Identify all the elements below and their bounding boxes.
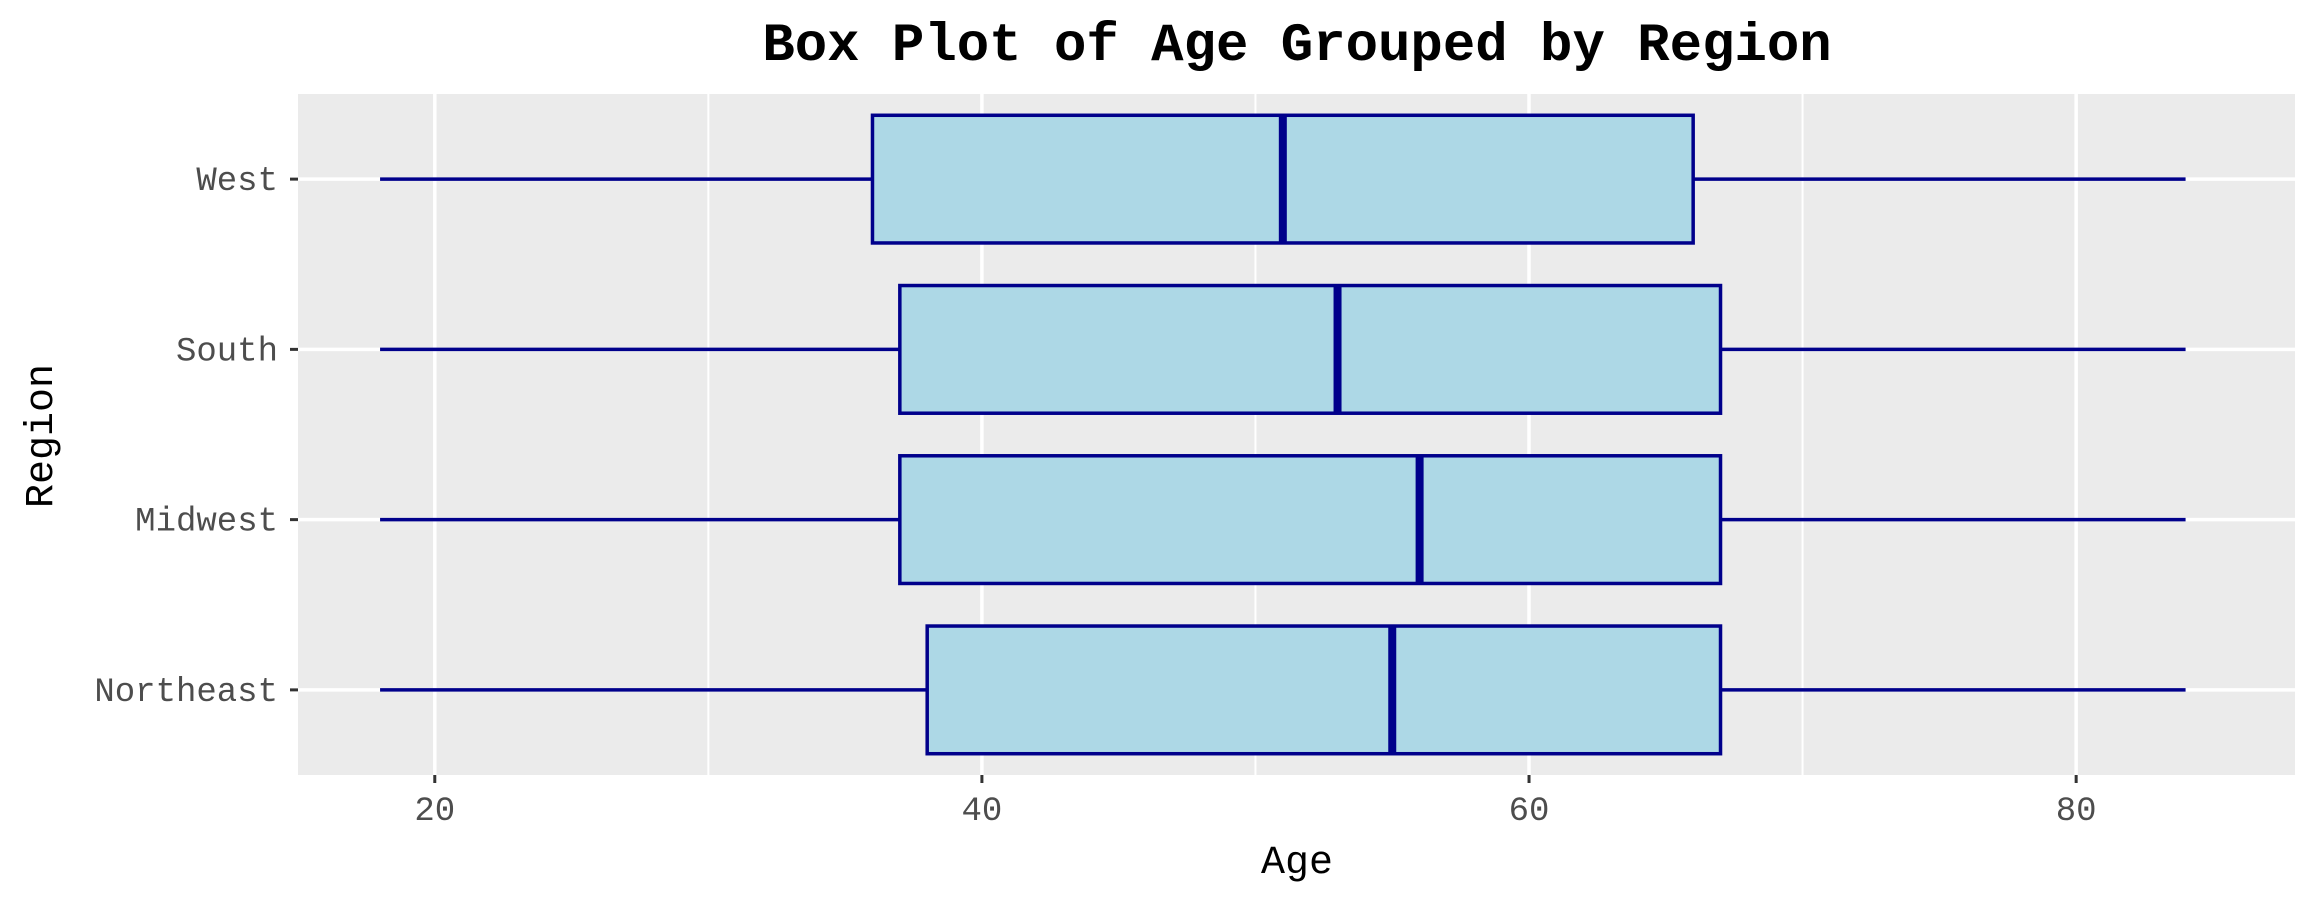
box-northeast xyxy=(380,624,2186,756)
axes: 20 40 60 80 Northeast Midwest South West xyxy=(94,163,2096,831)
box-south xyxy=(380,283,2186,415)
box-iqr xyxy=(898,283,1723,415)
chart-title: Box Plot of Age Grouped by Region xyxy=(762,16,1831,77)
box-iqr xyxy=(925,624,1723,756)
y-tick-label: Northeast xyxy=(94,674,278,712)
x-tick-label: 20 xyxy=(414,793,455,831)
y-axis-title: Region xyxy=(20,364,65,508)
box-iqr xyxy=(898,454,1723,586)
x-tick-label: 60 xyxy=(1509,793,1550,831)
y-tick-label: Midwest xyxy=(135,504,278,542)
box-midwest xyxy=(380,454,2186,586)
x-axis-title: Age xyxy=(1261,841,1333,886)
box-west xyxy=(380,113,2186,245)
boxes xyxy=(380,113,2186,756)
x-tick-label: 40 xyxy=(961,793,1002,831)
y-tick-label: West xyxy=(196,163,278,201)
y-tick-label: South xyxy=(176,333,278,371)
x-tick-label: 80 xyxy=(2056,793,2097,831)
